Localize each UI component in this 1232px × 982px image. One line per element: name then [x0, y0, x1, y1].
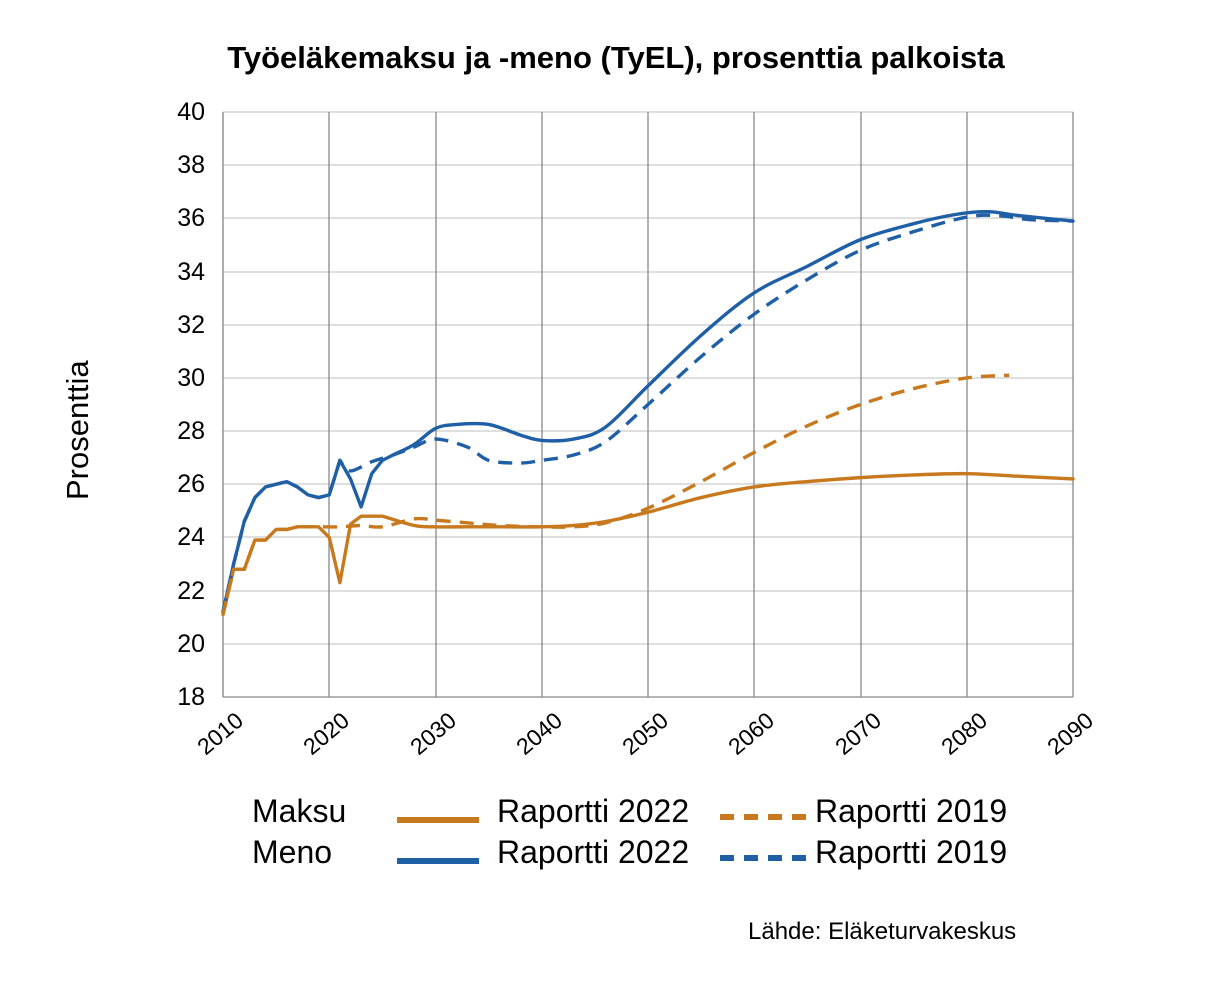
svg-text:2040: 2040 — [511, 707, 567, 760]
svg-text:38: 38 — [177, 151, 205, 179]
svg-text:2050: 2050 — [617, 707, 673, 760]
svg-text:2070: 2070 — [830, 707, 886, 760]
svg-text:2090: 2090 — [1042, 707, 1098, 760]
svg-text:24: 24 — [177, 523, 205, 551]
svg-text:2080: 2080 — [936, 707, 992, 760]
svg-text:28: 28 — [177, 417, 205, 445]
svg-text:2060: 2060 — [723, 707, 779, 760]
svg-text:20: 20 — [177, 630, 205, 658]
svg-text:2010: 2010 — [192, 707, 248, 760]
svg-text:18: 18 — [177, 683, 205, 711]
svg-text:26: 26 — [177, 470, 205, 498]
svg-text:40: 40 — [177, 98, 205, 126]
svg-text:22: 22 — [177, 577, 205, 605]
svg-text:32: 32 — [177, 311, 205, 339]
svg-text:34: 34 — [177, 258, 205, 286]
svg-text:2020: 2020 — [298, 707, 354, 760]
svg-text:36: 36 — [177, 204, 205, 232]
svg-text:30: 30 — [177, 364, 205, 392]
svg-text:2030: 2030 — [405, 707, 461, 760]
